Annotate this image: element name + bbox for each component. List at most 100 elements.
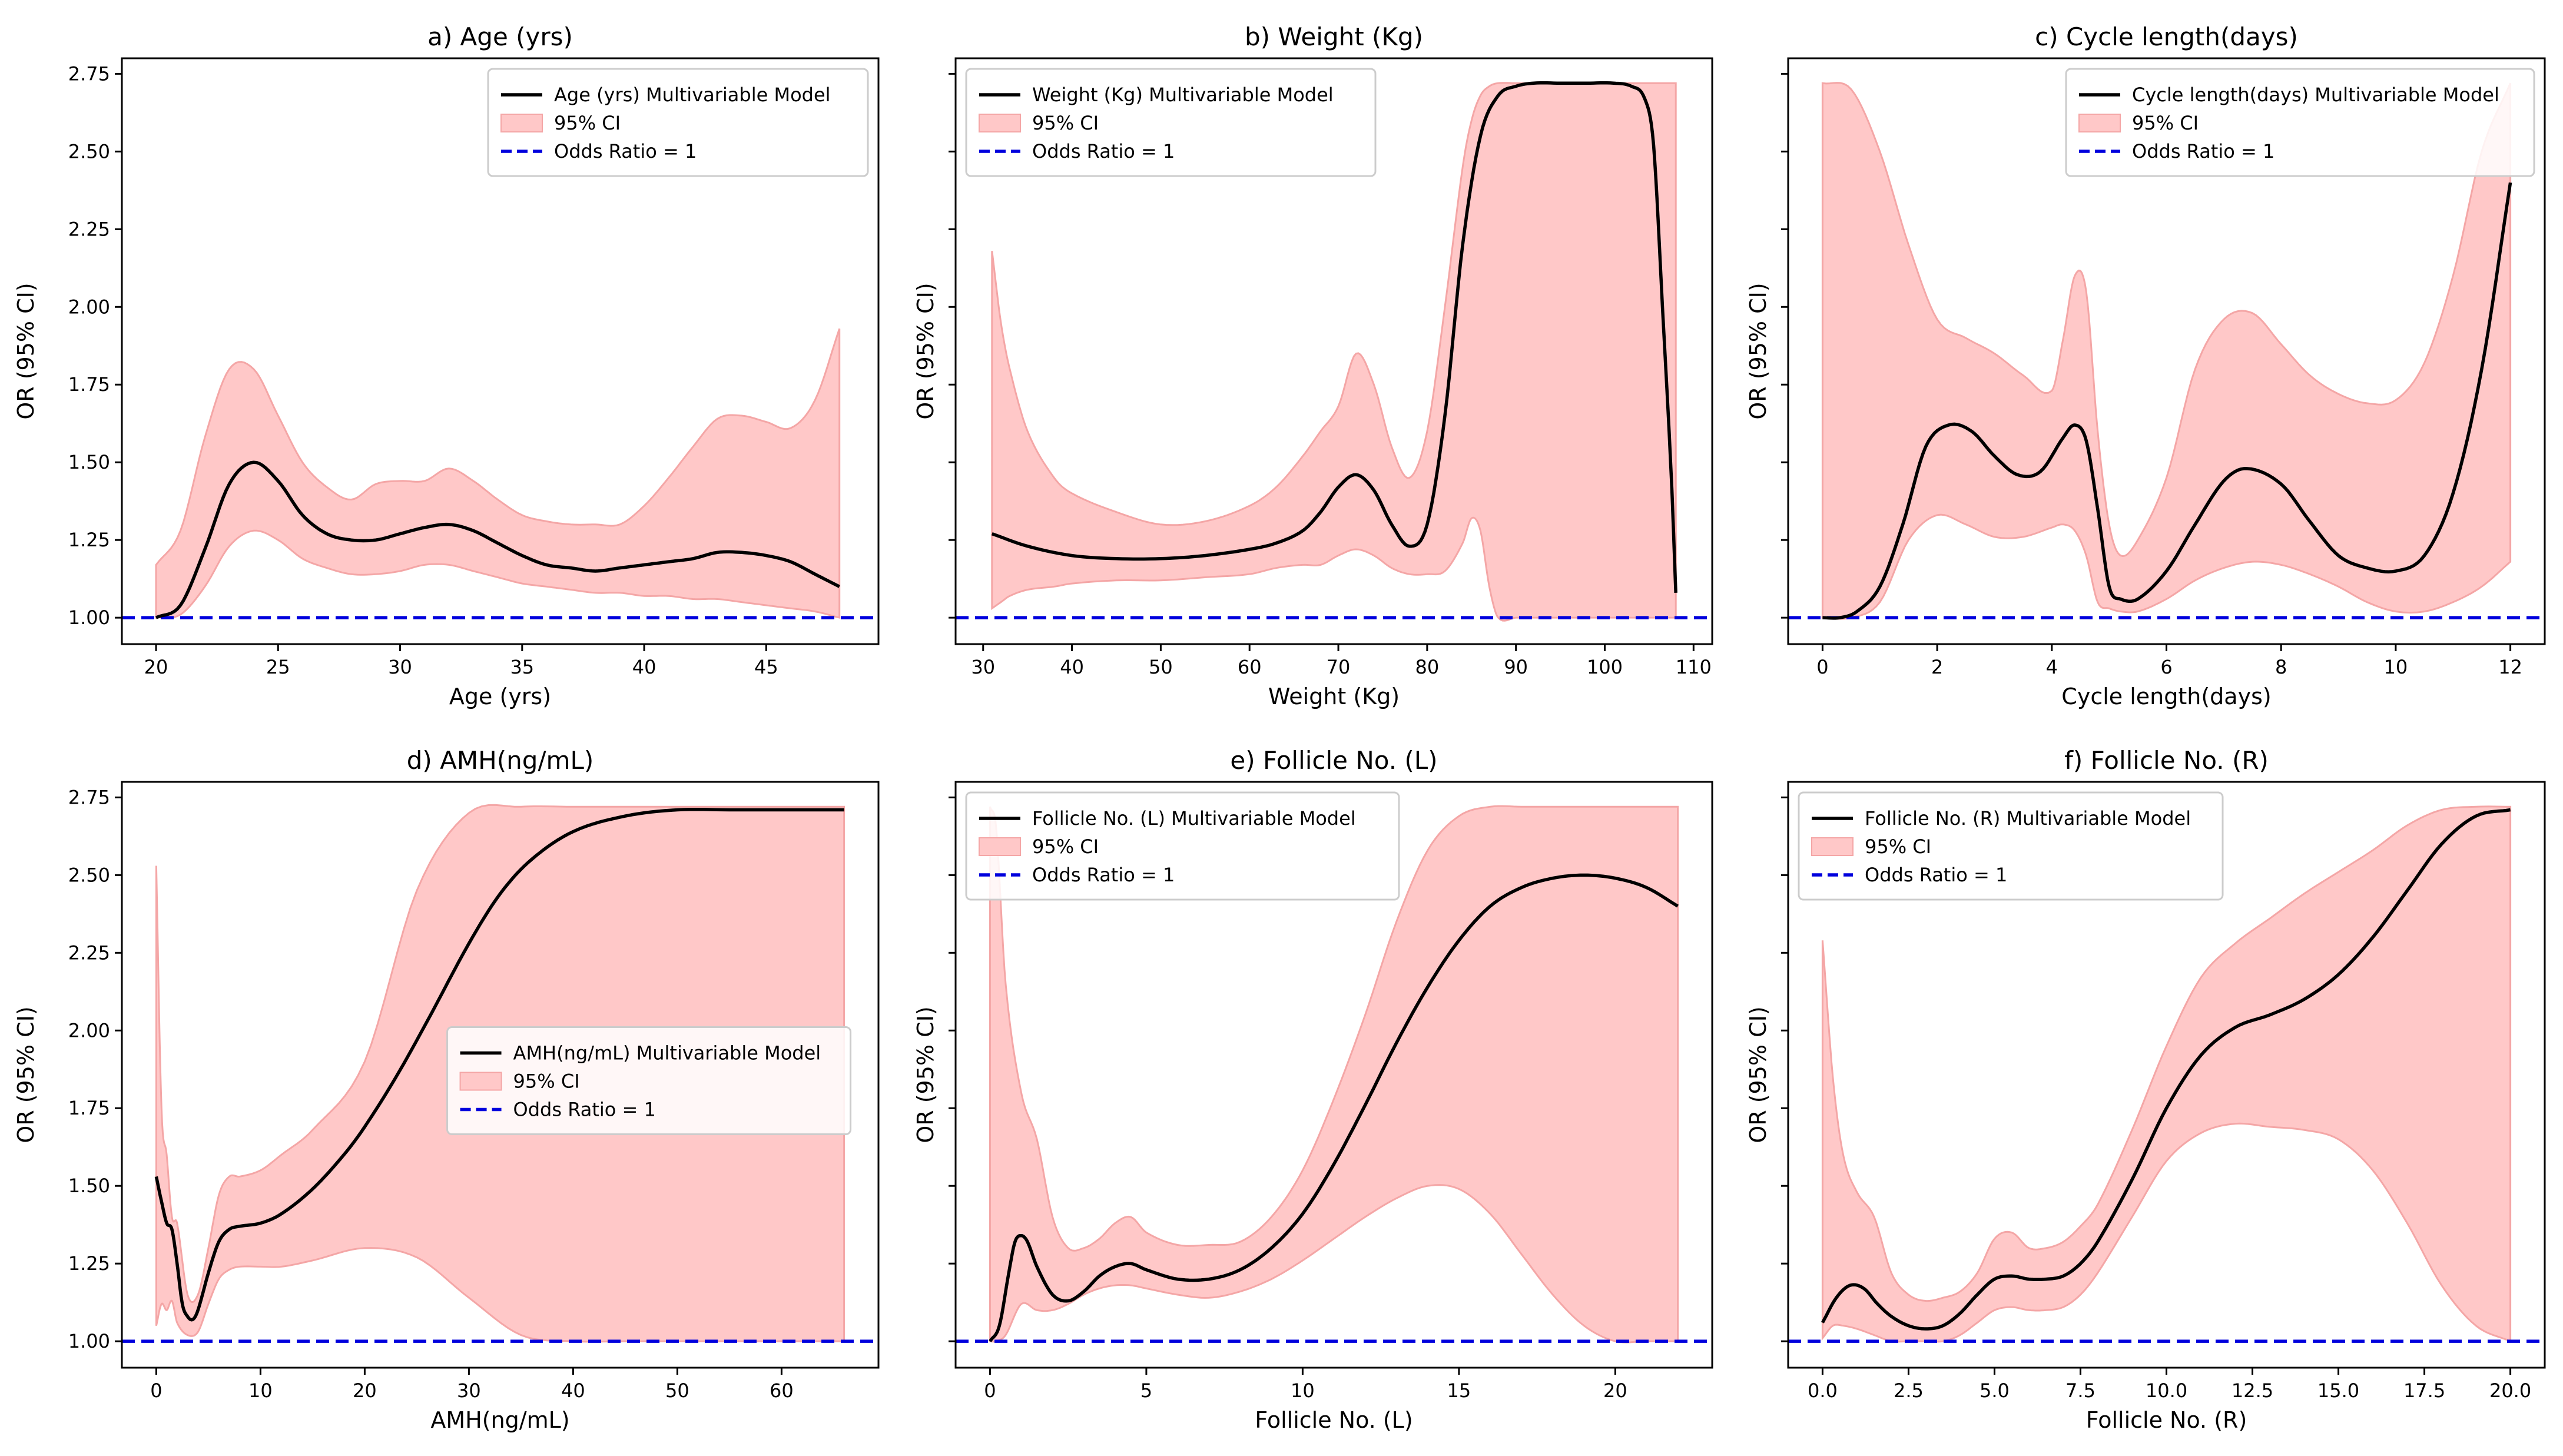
panel-title: f) Follicle No. (R) [2064,746,2269,775]
plot-area [122,328,878,619]
legend-label: 95% CI [2132,112,2199,134]
y-tick-label: 2.00 [68,296,110,318]
x-tick-label: 20 [1603,1379,1627,1402]
y-axis-label: OR (95% CI) [13,1006,39,1143]
axes-frame [954,781,1713,1369]
x-tick-label: 40 [1060,656,1084,678]
axes-frame [121,57,880,645]
panel-5: 0 5 10 15 20 e) Follicle No. (L) Follicle No. … [913,746,1713,1433]
x-tick-label: 40 [632,656,657,678]
legend-label: Follicle No. (R) Multivariable Model [1865,807,2191,830]
y-tick-label: 2.25 [68,941,110,964]
legend: Follicle No. (L) Multivariable Model 95% … [965,791,1400,901]
x-tick-label: 30 [457,1379,481,1402]
legend-label: Follicle No. (L) Multivariable Model [1032,807,1356,830]
legend-box [487,68,869,177]
ci-band [155,328,841,619]
legend-label: 95% CI [554,112,621,134]
x-tick-label: 4 [2046,656,2058,678]
y-tick-label: 2.25 [68,218,110,240]
axes-frame [121,781,880,1369]
legend: Age (yrs) Multivariable Model 95% CI Odds … [487,68,869,177]
x-tick-label: 25 [266,656,290,678]
y-axis-label: OR (95% CI) [1745,1006,1771,1143]
x-tick-label: 60 [770,1379,794,1402]
panel-title: a) Age (yrs) [427,22,573,51]
x-tick-label: 30 [388,656,412,678]
x-tick-label: 8 [2275,656,2287,678]
x-axis-label: Follicle No. (R) [2086,1407,2247,1433]
x-tick-label: 30 [971,656,995,678]
x-tick-label: 15.0 [2317,1379,2359,1402]
x-axis-label: Age (yrs) [449,684,551,709]
plot-area [956,81,1712,622]
legend-ci-swatch [979,837,1021,856]
x-tick-label: 17.5 [2403,1379,2445,1402]
legend-label: Cycle length(days) Multivariable Model [2132,84,2499,106]
y-tick-label: 2.50 [68,140,110,162]
legend-label: 95% CI [1032,112,1099,134]
y-tick-label: 2.50 [68,864,110,886]
plot-area [1788,82,2545,620]
x-tick-label: 12 [2498,656,2522,678]
legend-label: Age (yrs) Multivariable Model [554,84,831,106]
estimate-line [1822,182,2512,620]
legend-label: Weight (Kg) Multivariable Model [1032,84,1334,106]
x-tick-label: 90 [1504,656,1528,678]
y-tick-label: 2.00 [68,1019,110,1042]
x-tick-label: 0 [984,1379,996,1402]
x-tick-label: 15 [1447,1379,1471,1402]
panel-6: 0.0 2.5 5.0 7.5 10.0 12.5 15.0 17.5 20.0 f) Folli… [1745,746,2546,1433]
y-tick-label: 1.25 [68,529,110,551]
x-tick-label: 0.0 [1808,1379,1838,1402]
legend-label: 95% CI [1865,835,1931,858]
y-tick-label: 1.00 [68,1330,110,1352]
legend-ci-swatch [1811,837,1854,856]
x-tick-label: 35 [510,656,534,678]
estimate-line [989,873,1679,1342]
legend: Weight (Kg) Multivariable Model 95% CI Odd… [965,68,1377,177]
y-axis-label: OR (95% CI) [1745,283,1771,419]
legend-label: Odds Ratio = 1 [2132,140,2274,162]
estimate-line [154,807,844,1322]
y-tick-label: 1.00 [68,606,110,629]
panel-title: b) Weight (Kg) [1245,22,1423,51]
x-tick-label: 6 [2160,656,2172,678]
x-tick-label: 110 [1676,656,1712,678]
legend-ci-swatch [500,114,543,132]
x-axis-label: AMH(ng/mL) [430,1407,569,1433]
panel-4: 0 10 20 30 40 50 60 1.00 1.25 1.50 1.75 2.00 2.25 2.5… [13,746,880,1433]
panel-2: 30 40 50 60 70 80 90 100 110 b) Weight (Kg) Weight… [913,22,1713,709]
x-tick-label: 7.5 [2065,1379,2096,1402]
x-tick-label: 10 [2384,656,2408,678]
x-tick-label: 20 [144,656,168,678]
legend-ci-swatch [2078,114,2121,132]
legend-ci-swatch [459,1072,502,1091]
legend-label: 95% CI [513,1070,580,1093]
x-axis-label: Cycle length(days) [2061,684,2271,709]
legend: Cycle length(days) Multivariable Model 95… [2065,68,2535,177]
legend-box [2065,68,2535,177]
x-tick-label: 20.0 [2489,1379,2531,1402]
x-tick-label: 5 [1140,1379,1152,1402]
x-tick-label: 10 [1291,1379,1315,1402]
estimate-line [155,460,840,619]
panel-3: 0 2 4 6 8 10 12 c) Cycle length(days) Cycle leng… [1745,22,2546,709]
panel-title: d) AMH(ng/mL) [407,746,593,775]
legend-label: Odds Ratio = 1 [1865,864,2007,886]
legend-label: Odds Ratio = 1 [1032,140,1175,162]
legend: AMH(ng/mL) Multivariable Model 95% CI Odds… [446,1026,852,1135]
x-tick-label: 70 [1327,656,1351,678]
x-tick-label: 50 [1149,656,1173,678]
plot-area [1788,805,2545,1343]
x-tick-label: 2.5 [1894,1379,1924,1402]
x-tick-label: 45 [754,656,778,678]
x-tick-label: 40 [561,1379,585,1402]
x-axis-label: Weight (Kg) [1268,684,1400,709]
y-axis-label: OR (95% CI) [13,283,39,419]
legend-box [446,1026,852,1135]
estimate-line [991,81,1677,593]
x-tick-label: 80 [1415,656,1440,678]
legend-ci-swatch [979,114,1021,132]
